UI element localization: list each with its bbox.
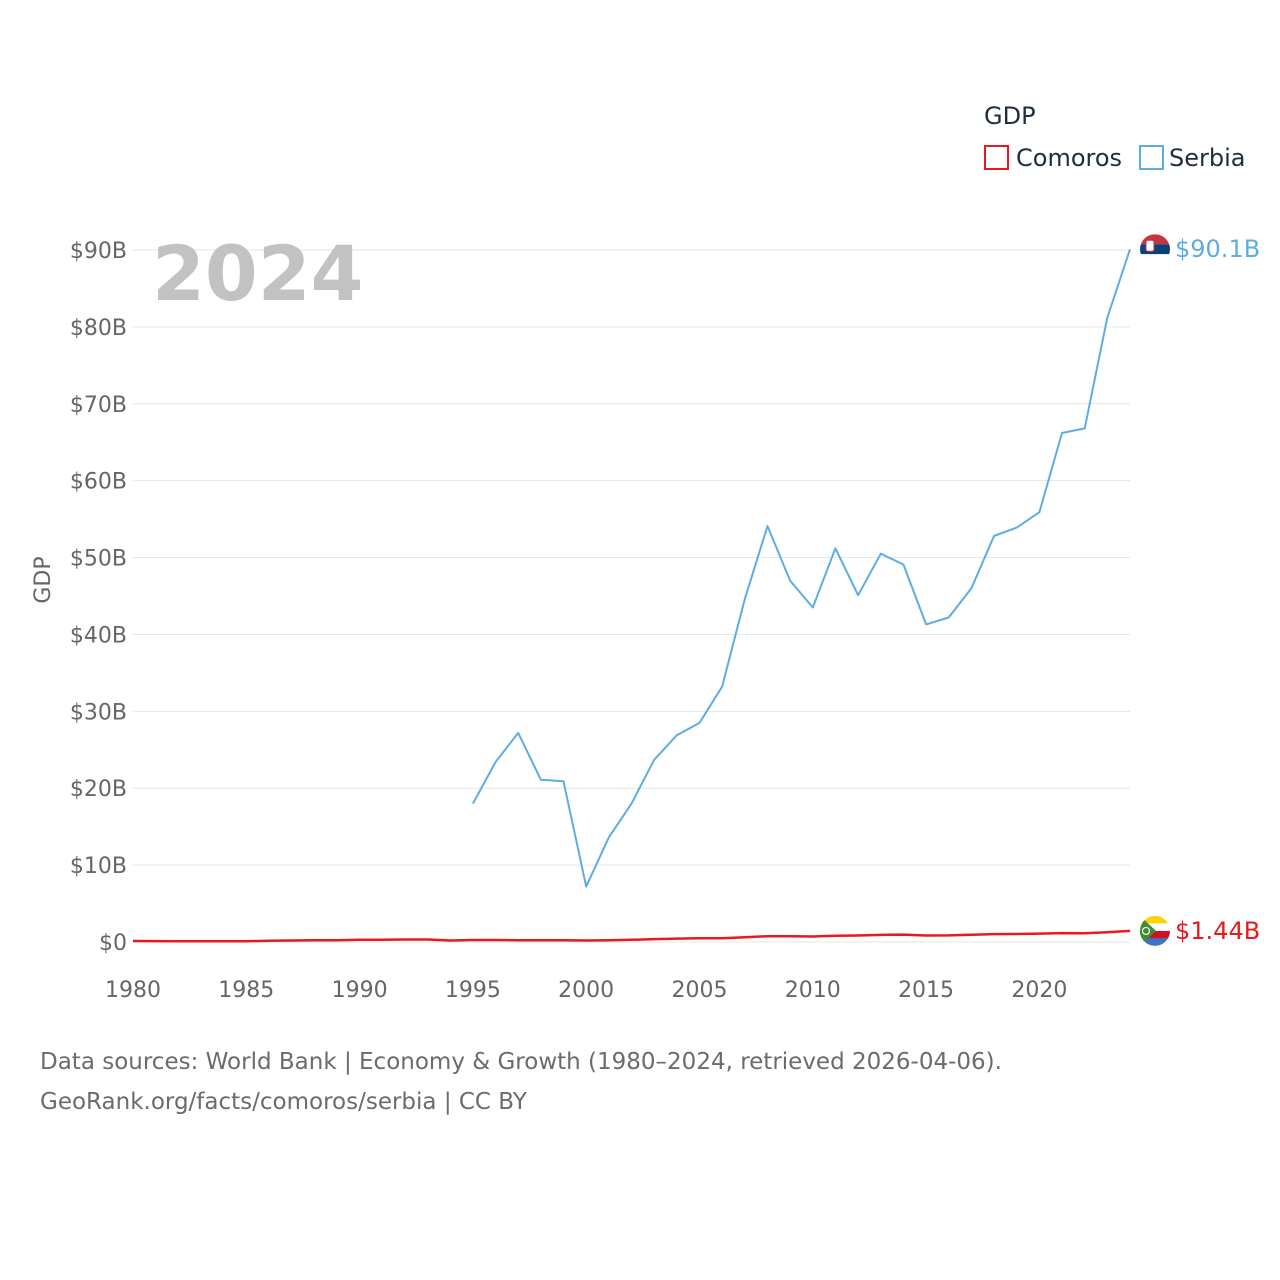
x-tick-label: 1995 xyxy=(445,978,501,1003)
x-tick-label: 1980 xyxy=(105,978,161,1003)
flag-serbia-icon xyxy=(1140,234,1170,265)
legend-item-serbia[interactable]: Serbia xyxy=(1139,144,1245,172)
source-link[interactable]: GeoRank.org/facts/comoros/serbia | CC BY xyxy=(40,1089,527,1115)
x-axis-ticks: 1980 1985 1990 1995 2000 2005 2010 2015 2020 xyxy=(105,978,1067,1003)
y-tick-label: $40B xyxy=(70,623,127,648)
y-axis-ticks: $0 $10B $20B $30B $40B $50B $60B $70B $80B $90B xyxy=(70,239,127,956)
y-tick-label: $10B xyxy=(70,854,127,879)
end-label-comoros: $1.44B xyxy=(1175,917,1260,945)
y-tick-label: $0 xyxy=(99,931,127,956)
legend-swatch-serbia xyxy=(1139,145,1164,170)
x-tick-label: 1990 xyxy=(332,978,388,1003)
series-end-markers: $1.44B $90.1B xyxy=(1140,234,1260,946)
y-axis-label: GDP xyxy=(31,556,56,603)
y-tick-label: $80B xyxy=(70,316,127,341)
x-tick-label: 2020 xyxy=(1011,978,1067,1003)
y-tick-label: $70B xyxy=(70,393,127,418)
y-tick-label: $60B xyxy=(70,470,127,495)
legend[interactable]: GDP Comoros Serbia xyxy=(984,102,1245,172)
series-line-comoros xyxy=(132,929,1131,943)
source-line: Data sources: World Bank | Economy & Gro… xyxy=(40,1049,1002,1075)
flag-comoros-icon xyxy=(1140,915,1170,946)
y-tick-label: $90B xyxy=(70,239,127,264)
y-tick-label: $50B xyxy=(70,547,127,572)
legend-title: GDP xyxy=(984,102,1036,130)
year-watermark: 2024 xyxy=(152,229,364,318)
legend-item-comoros[interactable]: Comoros xyxy=(984,144,1122,172)
y-tick-label: $30B xyxy=(70,700,127,725)
x-tick-label: 1985 xyxy=(218,978,274,1003)
series-lines xyxy=(132,248,1131,943)
legend-label-comoros: Comoros xyxy=(1016,144,1122,172)
x-tick-label: 2005 xyxy=(671,978,727,1003)
x-tick-label: 2010 xyxy=(785,978,841,1003)
gridlines xyxy=(133,249,1130,943)
x-tick-label: 2000 xyxy=(558,978,614,1003)
legend-swatch-comoros xyxy=(984,145,1009,170)
end-label-serbia: $90.1B xyxy=(1175,235,1260,263)
legend-label-serbia: Serbia xyxy=(1169,144,1245,172)
y-tick-label: $20B xyxy=(70,777,127,802)
x-tick-label: 2015 xyxy=(898,978,954,1003)
source-note: Data sources: World Bank | Economy & Gro… xyxy=(40,1042,1002,1122)
series-line-serbia xyxy=(472,248,1131,888)
